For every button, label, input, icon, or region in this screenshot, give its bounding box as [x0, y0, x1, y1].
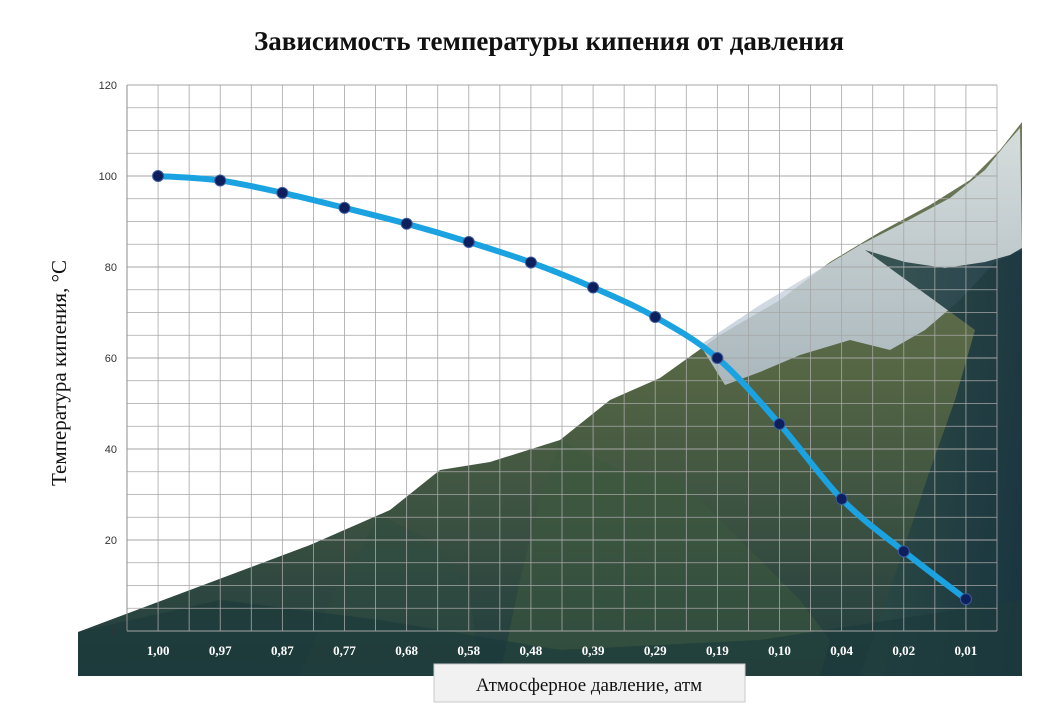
x-tick-label: 0,02 — [892, 643, 915, 658]
data-point — [959, 593, 972, 606]
x-axis-label-box — [433, 663, 746, 703]
x-tick-label: 0,68 — [395, 643, 418, 658]
data-point — [587, 281, 600, 294]
x-tick-label: 0,48 — [520, 643, 543, 658]
x-tick-label: 0,01 — [955, 643, 978, 658]
x-tick-label: 0,29 — [644, 643, 667, 658]
x-tick-label: 1,00 — [147, 643, 170, 658]
y-axis-label: Температура кипения, °С — [47, 260, 71, 486]
y-tick-label: 80 — [105, 262, 117, 274]
x-tick-label: 0,19 — [706, 643, 729, 658]
data-point — [400, 217, 413, 230]
data-point — [649, 311, 662, 324]
data-point — [462, 235, 475, 248]
x-tick-label: 0,10 — [768, 643, 791, 658]
x-tick-label: 0,97 — [209, 643, 232, 658]
x-tick-label: 0,04 — [830, 643, 853, 658]
chart-title: Зависимость температуры кипения от давле… — [254, 26, 844, 56]
x-axis: 1,00 0,97 0,87 0,77 0,68 0,58 0,48 0,39 0,29 0,19… — [147, 643, 978, 658]
y-tick-label: 60 — [105, 353, 117, 365]
data-point — [338, 201, 351, 214]
data-point — [835, 493, 848, 506]
x-axis-label: Атмосферное давление, атм — [476, 675, 702, 696]
y-tick-label: 120 — [99, 80, 117, 92]
y-tick-label: 40 — [105, 444, 117, 456]
y-axis: 0 20 40 60 80 100 120 — [99, 80, 128, 638]
data-point — [276, 186, 289, 199]
grid-lines — [126, 84, 998, 632]
x-tick-label: 0,77 — [333, 643, 356, 658]
mountain-background — [78, 122, 1022, 676]
data-point — [711, 352, 724, 364]
x-tick-label: 0,39 — [582, 643, 605, 658]
series-layer — [152, 170, 972, 606]
data-point — [152, 170, 165, 182]
data-point — [897, 545, 910, 558]
data-point — [214, 174, 227, 187]
y-tick-label: 20 — [105, 535, 117, 547]
y-tick-label: 100 — [99, 171, 117, 183]
data-point — [773, 417, 786, 430]
data-point — [524, 256, 537, 269]
x-tick-label: 0,87 — [271, 643, 294, 658]
y-tick-label: 0 — [111, 626, 117, 638]
x-tick-label: 0,58 — [457, 643, 480, 658]
